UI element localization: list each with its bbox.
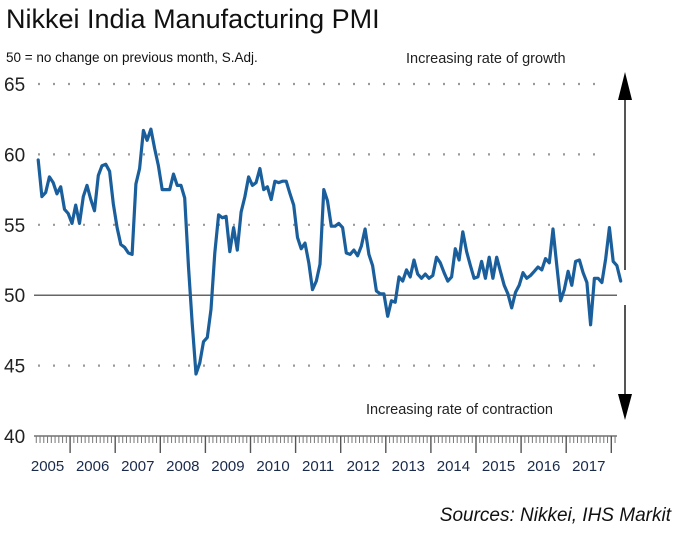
y-tick-label: 60: [4, 145, 25, 166]
x-tick-label: 2005: [31, 458, 64, 475]
y-tick-label: 40: [4, 427, 25, 448]
y-tick-label: 55: [4, 216, 25, 237]
x-tick-label: 2008: [166, 458, 199, 475]
chart-source: Sources: Nikkei, IHS Markit: [439, 505, 671, 526]
annotation-growth: Increasing rate of growth: [406, 51, 566, 67]
contraction-arrow-head-icon: [618, 394, 632, 420]
x-tick-label: 2010: [256, 458, 289, 475]
y-tick-label: 50: [4, 286, 25, 307]
x-tick-label: 2006: [76, 458, 109, 475]
growth-arrow-head-icon: [618, 72, 632, 100]
x-tick-label: 2009: [211, 458, 244, 475]
y-tick-label: 65: [4, 75, 25, 96]
x-tick-label: 2011: [302, 458, 334, 475]
x-tick-label: 2017: [572, 458, 605, 475]
x-tick-label: 2014: [437, 458, 470, 475]
chart-title: Nikkei India Manufacturing PMI: [6, 4, 380, 34]
x-tick-label: 2015: [482, 458, 515, 475]
x-tick-label: 2013: [392, 458, 425, 475]
x-tick-label: 2012: [347, 458, 380, 475]
y-tick-label: 45: [4, 357, 25, 378]
x-tick-label: 2007: [121, 458, 154, 475]
chart-subtitle: 50 = no change on previous month, S.Adj.: [6, 50, 258, 65]
pmi-series-line: [36, 127, 623, 376]
x-tick-label: 2016: [527, 458, 560, 475]
annotation-contraction: Increasing rate of contraction: [366, 402, 553, 418]
